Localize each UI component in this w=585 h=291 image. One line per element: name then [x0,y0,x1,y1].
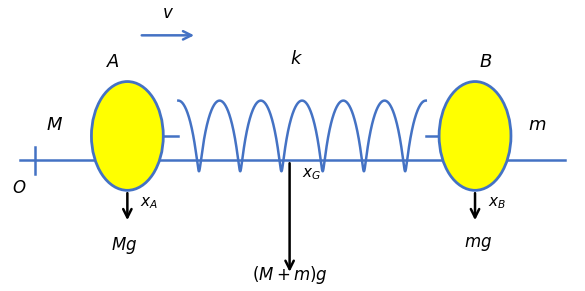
Text: M: M [47,116,63,134]
Text: O: O [12,179,26,197]
Text: $x_A$: $x_A$ [140,196,158,212]
Text: v: v [163,4,173,22]
Text: k: k [290,50,301,68]
Text: B: B [479,53,491,71]
Text: $(M+m)g$: $(M+m)g$ [252,264,328,285]
Ellipse shape [439,81,511,190]
Ellipse shape [91,81,163,190]
Text: A: A [106,53,119,71]
Text: $Mg$: $Mg$ [111,235,137,256]
Text: $x_B$: $x_B$ [488,196,506,212]
Text: $mg$: $mg$ [464,235,492,253]
Text: m: m [528,116,546,134]
Text: $x_G$: $x_G$ [302,166,322,182]
